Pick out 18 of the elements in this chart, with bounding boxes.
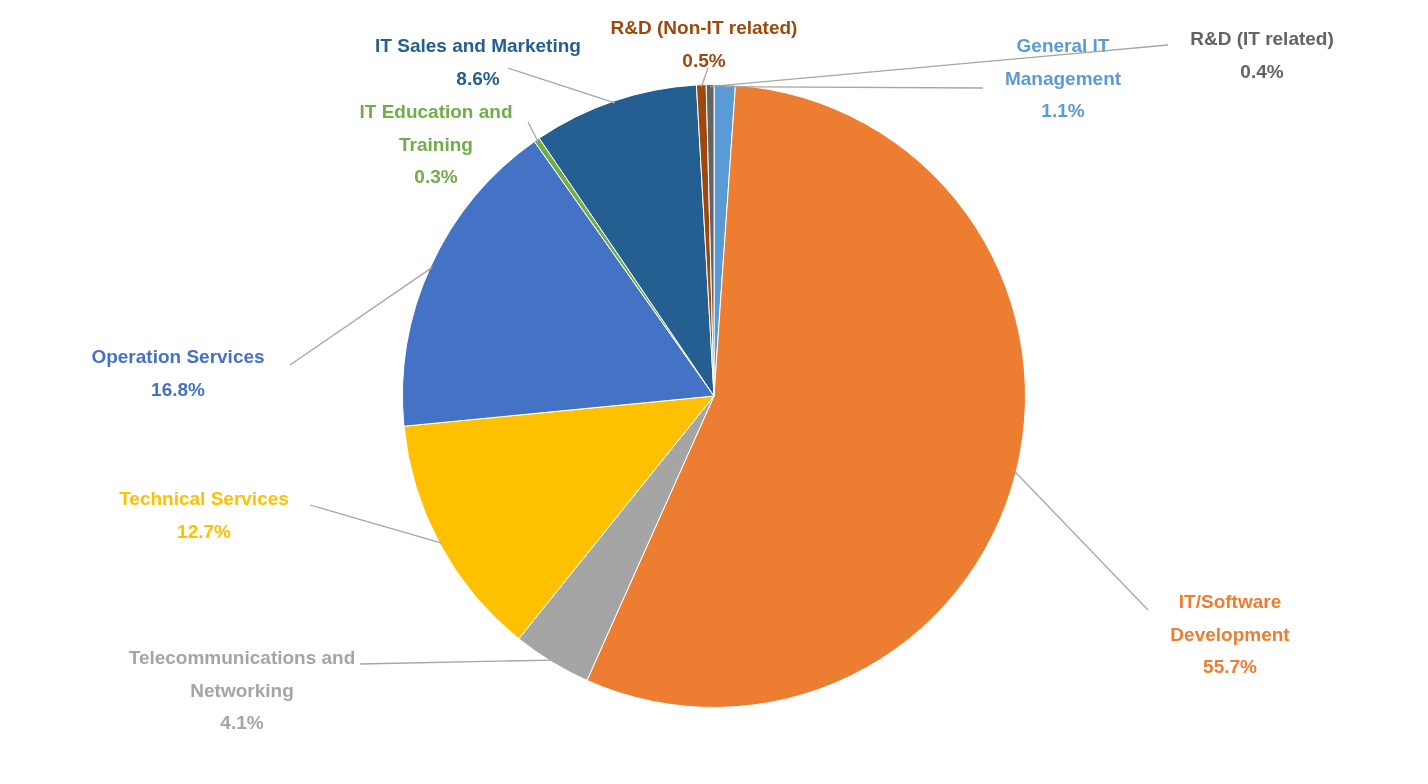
data-label: 55.7% [1203,656,1258,678]
slice-label: Telecommunications and Networking [128,647,356,701]
data-label: 1.1% [1041,100,1085,122]
data-label: 0.3% [414,166,458,188]
slice-label: Technical Services [119,488,289,510]
slice-label: General IT Management [1004,35,1122,89]
data-label: 12.7% [177,520,232,542]
data-label: 4.1% [220,712,264,734]
slice-label: R&D (IT related) [1190,28,1334,50]
slice-label: IT Sales and Marketing [375,35,581,57]
data-label: 16.8% [151,378,206,400]
data-label: 0.4% [1240,60,1284,82]
data-label: 8.6% [456,67,500,89]
data-label: 0.5% [682,49,726,71]
slice-label: IT Education and Training [359,101,513,155]
slice-label: Operation Services [91,346,265,368]
slice-label: IT/Software Development [1170,591,1291,645]
slice-label: R&D (Non-IT related) [610,17,798,39]
